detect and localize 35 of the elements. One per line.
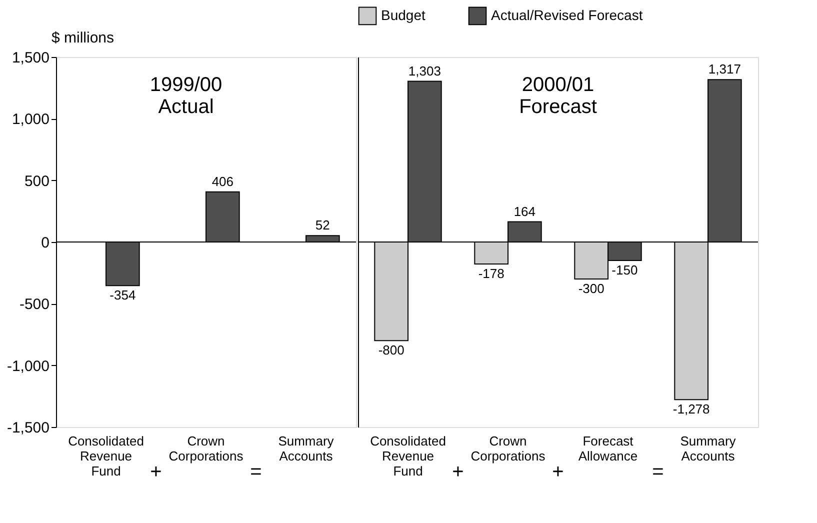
data-label: -354: [110, 288, 136, 303]
data-label: -800: [378, 342, 404, 358]
x-tick-label: Summary Accounts: [278, 434, 334, 464]
y-tick-label: -1,500: [6, 420, 50, 436]
text: +: [552, 461, 564, 483]
y-tick-label: -1,000: [6, 358, 50, 375]
text: +: [150, 461, 162, 483]
data-label: 1,303: [408, 63, 441, 78]
x-tick-label: Consolidated Revenue Fund: [370, 434, 446, 478]
text: =: [250, 461, 262, 483]
data-label: -1,278: [672, 402, 710, 417]
y-axis-title: $ millions: [52, 30, 114, 46]
x-tick-label: Crown Corporations: [470, 434, 546, 464]
data-label: -150: [612, 262, 638, 278]
x-tick-label: Crown Corporations: [168, 434, 244, 464]
y-tick-label: 1,500: [12, 50, 50, 66]
data-label: 164: [514, 204, 536, 219]
x-tick-label: Summary Accounts: [680, 434, 736, 464]
x-tick-label: Consolidated Revenue Fund: [68, 434, 144, 478]
y-tick-label: 0: [41, 234, 50, 252]
legend-label: Budget: [381, 6, 426, 23]
data-label: -300: [578, 281, 604, 296]
data-label: 52: [315, 218, 330, 233]
x-tick-label: Forecast Allowance: [578, 434, 638, 464]
data-label: 406: [212, 174, 234, 189]
data-label: -178: [478, 266, 504, 281]
text: 1999/00 Actual: [150, 74, 222, 118]
text: =: [652, 461, 664, 483]
y-tick-label: -500: [19, 296, 50, 314]
data-label: 1,317: [708, 62, 741, 77]
legend-label: Actual/Revised Forecast: [491, 6, 643, 23]
text: 2000/01 Forecast: [519, 74, 598, 118]
y-tick-label: 1,000: [12, 111, 50, 128]
text: +: [452, 461, 464, 483]
y-tick-label: 500: [24, 172, 50, 190]
